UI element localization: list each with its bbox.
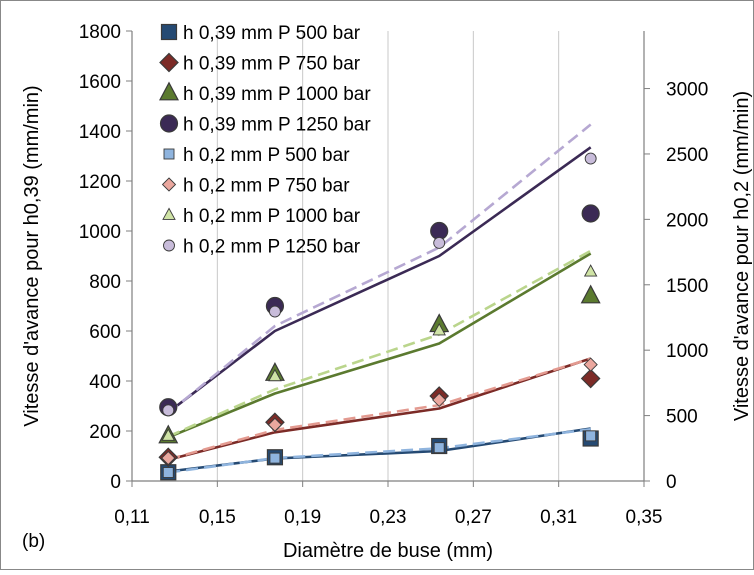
x-tick-label: 0,35	[626, 507, 663, 528]
axes: 0,11 0,15 0,19 0,23 0,27 0,31 0,35020040060080…	[79, 22, 709, 528]
y-tick-label: 800	[89, 272, 121, 293]
legend-label: h 0,39 mm P 1250 bar	[183, 115, 371, 136]
x-tick-label: 0,27	[455, 507, 492, 528]
x-tick-label: 0,19	[284, 507, 321, 528]
y2-axis-title: Vitesse d'avance pour h0,2 (mm/min)	[731, 91, 753, 421]
data-point	[162, 404, 175, 417]
legend-label: h 0,2 mm P 1000 bar	[183, 206, 361, 227]
data-markers	[158, 152, 601, 481]
trend-line	[167, 252, 592, 439]
legend-label: h 0,2 mm P 750 bar	[183, 176, 350, 197]
data-point	[581, 204, 600, 223]
y-tick-label: 1800	[79, 22, 121, 43]
data-point	[162, 467, 174, 478]
trend-line	[167, 123, 592, 415]
legend-marker	[159, 114, 179, 133]
data-point	[267, 417, 283, 432]
data-point	[585, 430, 597, 442]
y2-tick-label: 500	[666, 407, 698, 428]
y-tick-label: 0	[110, 472, 121, 493]
legend-label: h 0,2 mm P 1250 bar	[183, 237, 361, 258]
y-tick-label: 200	[89, 422, 121, 443]
y2-tick-label: 1000	[666, 341, 708, 362]
data-point	[580, 368, 601, 389]
y2-tick-label: 1500	[666, 276, 708, 297]
y2-tick-label: 3000	[666, 80, 708, 101]
x-tick-label: 0,15	[199, 507, 236, 528]
legend: h 0,39 mm P 500 bar h 0,39 mm P 750 bar h …	[159, 23, 371, 258]
data-point	[269, 452, 281, 464]
y-tick-label: 400	[89, 372, 121, 393]
x-tick-label: 0,31	[540, 507, 577, 528]
y2-tick-label: 2500	[666, 145, 708, 166]
legend-marker	[162, 207, 176, 220]
data-point	[430, 221, 449, 241]
trend-line	[167, 357, 592, 462]
x-axis-title: Diamètre de buse (mm)	[283, 540, 493, 562]
legend-label: h 0,39 mm P 1000 bar	[183, 84, 371, 105]
data-point	[268, 368, 282, 382]
y-tick-label: 1600	[79, 72, 121, 93]
x-tick-label: 0,23	[370, 507, 407, 528]
legend-marker	[163, 239, 175, 252]
legend-label: h 0,2 mm P 500 bar	[183, 145, 350, 166]
y-axis-title: Vitesse d'avance pour h0,39 (mm/min)	[21, 85, 43, 426]
data-point	[161, 450, 176, 466]
legend-marker	[163, 148, 175, 160]
data-point	[584, 152, 597, 165]
y2-tick-label: 2000	[666, 210, 708, 231]
trend-line	[168, 428, 591, 474]
legend-label: h 0,39 mm P 750 bar	[183, 54, 361, 75]
legend-marker	[160, 23, 178, 41]
trend-line	[167, 357, 592, 461]
legend-marker	[161, 177, 177, 192]
y-tick-label: 1400	[79, 122, 121, 143]
y-tick-label: 600	[89, 322, 121, 343]
x-tick-label: 0,11	[114, 507, 150, 528]
data-point	[583, 264, 598, 277]
legend-label: h 0,39 mm P 500 bar	[183, 23, 361, 44]
data-point	[432, 392, 447, 408]
panel-label: (b)	[22, 531, 45, 552]
data-point	[161, 428, 176, 441]
trend-line	[167, 146, 592, 414]
y-tick-label: 1000	[79, 222, 121, 243]
data-point	[583, 357, 598, 372]
legend-marker	[159, 52, 179, 73]
data-point	[433, 236, 446, 249]
data-point	[268, 305, 281, 318]
y-tick-label: 1200	[79, 172, 121, 193]
trend-line	[167, 249, 592, 438]
data-point	[433, 442, 445, 454]
y2-tick-label: 0	[666, 472, 677, 493]
data-point	[580, 284, 601, 304]
trend-lines	[167, 123, 592, 474]
data-point	[432, 323, 446, 336]
legend-marker	[159, 81, 179, 101]
